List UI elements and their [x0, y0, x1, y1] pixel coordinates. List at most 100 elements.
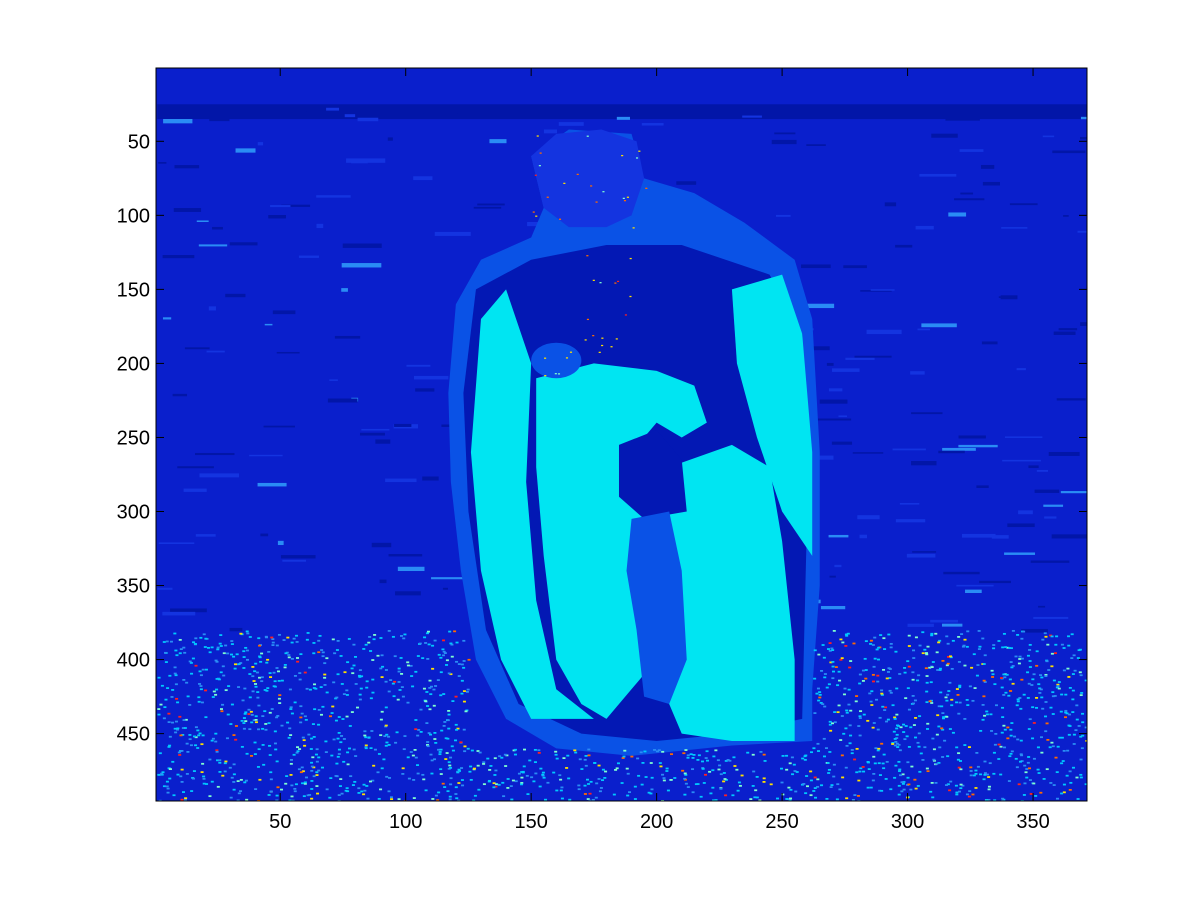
noise-speck	[574, 751, 578, 754]
noise-speck	[299, 771, 303, 774]
noise-speck	[897, 784, 901, 787]
noise-speck	[918, 644, 922, 647]
noise-speck	[318, 634, 322, 637]
noise-speck	[1017, 783, 1021, 786]
noise-speck	[974, 772, 978, 775]
noise-speck	[852, 642, 856, 645]
noise-speck	[829, 786, 833, 788]
noise-speck	[301, 770, 305, 773]
noise-speck	[1054, 643, 1058, 646]
noise-speck	[880, 789, 884, 792]
noise-speck	[912, 657, 916, 659]
noise-speck	[855, 695, 859, 697]
noise-speck	[928, 666, 932, 669]
noise-speck	[1056, 745, 1060, 748]
noise-speck	[790, 756, 794, 759]
noise-speck	[363, 789, 367, 792]
texture-streak	[1052, 150, 1086, 154]
noise-speck	[290, 784, 294, 787]
noise-speck	[823, 673, 827, 675]
noise-speck	[412, 797, 416, 799]
noise-speck	[558, 774, 562, 777]
noise-speck	[437, 653, 441, 656]
noise-speck	[959, 760, 963, 762]
detail-speck	[534, 174, 537, 176]
noise-speck	[200, 743, 204, 746]
noise-speck	[196, 729, 200, 732]
noise-speck	[296, 660, 300, 663]
noise-speck	[388, 777, 392, 779]
texture-streak	[379, 579, 387, 584]
noise-speck	[310, 797, 314, 800]
noise-speck	[1081, 721, 1085, 724]
noise-speck	[284, 782, 288, 785]
texture-streak	[895, 519, 926, 523]
noise-speck	[1040, 676, 1044, 679]
noise-speck	[938, 746, 942, 749]
texture-streak	[172, 393, 188, 397]
noise-speck	[267, 650, 271, 653]
noise-speck	[878, 716, 882, 719]
noise-speck	[1051, 745, 1055, 748]
texture-streak	[183, 488, 207, 492]
noise-speck	[410, 675, 414, 677]
noise-speck	[360, 675, 364, 678]
noise-speck	[294, 783, 298, 786]
noise-speck	[836, 783, 840, 786]
noise-speck	[314, 687, 318, 690]
texture-streak	[1004, 436, 1043, 438]
noise-speck	[1060, 736, 1064, 739]
noise-speck	[486, 757, 490, 760]
noise-speck	[426, 705, 430, 707]
texture-streak	[919, 173, 957, 177]
noise-speck	[275, 644, 279, 647]
noise-speck	[735, 768, 739, 771]
noise-speck	[843, 687, 847, 690]
noise-speck	[271, 638, 275, 641]
noise-speck	[941, 659, 945, 662]
noise-speck	[342, 693, 346, 695]
noise-speck	[314, 753, 318, 756]
noise-speck	[342, 738, 346, 740]
noise-speck	[270, 636, 274, 639]
noise-speck	[832, 763, 836, 766]
y-tick-label: 300	[117, 502, 150, 524]
noise-speck	[930, 781, 934, 784]
noise-speck	[1034, 795, 1038, 797]
noise-speck	[364, 744, 368, 747]
x-tick-label: 300	[891, 811, 924, 833]
noise-speck	[647, 791, 651, 794]
noise-speck	[450, 655, 454, 658]
noise-speck	[907, 746, 911, 748]
noise-speck	[588, 799, 592, 801]
noise-speck	[473, 794, 477, 797]
noise-speck	[876, 658, 880, 661]
noise-speck	[501, 781, 505, 784]
noise-speck	[411, 754, 415, 757]
texture-streak	[1028, 465, 1039, 469]
noise-speck	[236, 780, 240, 783]
noise-speck	[387, 690, 391, 693]
noise-speck	[809, 794, 813, 797]
noise-speck	[830, 647, 834, 650]
noise-speck	[364, 736, 368, 739]
noise-speck	[1049, 706, 1053, 709]
noise-speck	[171, 760, 175, 763]
noise-speck	[230, 703, 234, 706]
noise-speck	[171, 689, 175, 691]
noise-speck	[368, 636, 372, 638]
noise-speck	[621, 757, 625, 759]
noise-speck	[313, 683, 317, 686]
noise-speck	[979, 729, 983, 732]
noise-speck	[492, 786, 496, 789]
noise-speck	[823, 676, 827, 679]
noise-speck	[902, 731, 906, 733]
noise-speck	[989, 713, 993, 716]
noise-speck	[945, 699, 949, 702]
noise-speck	[266, 687, 270, 690]
noise-speck	[425, 691, 429, 693]
noise-speck	[1039, 674, 1043, 676]
noise-speck	[384, 724, 388, 727]
noise-speck	[1010, 722, 1014, 724]
texture-streak	[1042, 135, 1055, 138]
